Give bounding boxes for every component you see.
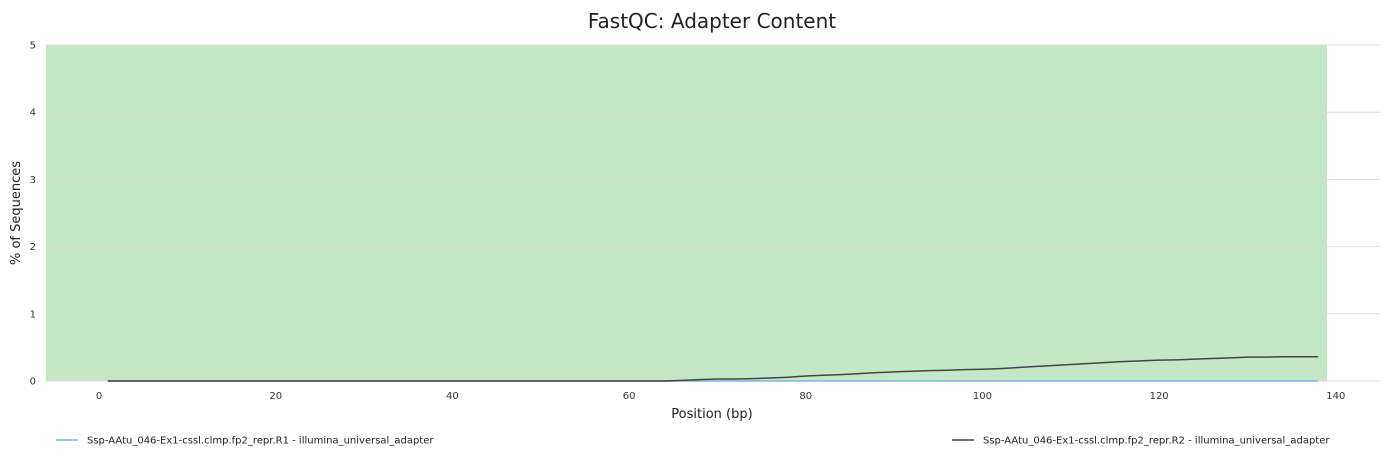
legend-item-1[interactable]: Ssp-AAtu_046-Ex1-cssl.clmp.fp2_repr.R1 -… bbox=[56, 436, 434, 447]
x-tick-label: 100 bbox=[973, 391, 992, 402]
x-tick-label: 80 bbox=[799, 391, 812, 402]
series-layer bbox=[107, 356, 1319, 382]
legend-label: Ssp-AAtu_046-Ex1-cssl.clmp.fp2_repr.R2 -… bbox=[983, 436, 1330, 447]
legend-label: Ssp-AAtu_046-Ex1-cssl.clmp.fp2_repr.R1 -… bbox=[87, 436, 434, 447]
y-tick-layer: 0 1 2 3 4 5 bbox=[30, 41, 36, 388]
legend[interactable]: Ssp-AAtu_046-Ex1-cssl.clmp.fp2_repr.R1 -… bbox=[56, 436, 1330, 447]
legend-item-2[interactable]: Ssp-AAtu_046-Ex1-cssl.clmp.fp2_repr.R2 -… bbox=[952, 436, 1330, 447]
x-tick-label: 20 bbox=[269, 391, 282, 402]
x-axis-label: Position (bp) bbox=[671, 407, 752, 422]
x-tick-label: 120 bbox=[1150, 391, 1169, 402]
y-tick-label: 3 bbox=[30, 175, 36, 186]
pass-band bbox=[46, 45, 1327, 381]
y-axis-label: % of Sequences bbox=[9, 161, 24, 265]
y-tick-label: 0 bbox=[30, 377, 36, 388]
y-tick-label: 2 bbox=[30, 242, 36, 253]
x-tick-label: 40 bbox=[446, 391, 459, 402]
x-tick-label: 0 bbox=[96, 391, 102, 402]
y-tick-label: 1 bbox=[30, 309, 36, 320]
x-tick-label: 140 bbox=[1326, 391, 1345, 402]
y-tick-label: 4 bbox=[30, 108, 36, 119]
y-tick-label: 5 bbox=[30, 41, 36, 52]
x-tick-layer: 0 20 40 60 80 100 120 140 bbox=[96, 391, 1346, 402]
chart-title: FastQC: Adapter Content bbox=[588, 9, 836, 33]
pass-band-layer bbox=[46, 45, 1327, 381]
x-tick-label: 60 bbox=[623, 391, 636, 402]
series-line-2 bbox=[107, 356, 1319, 382]
